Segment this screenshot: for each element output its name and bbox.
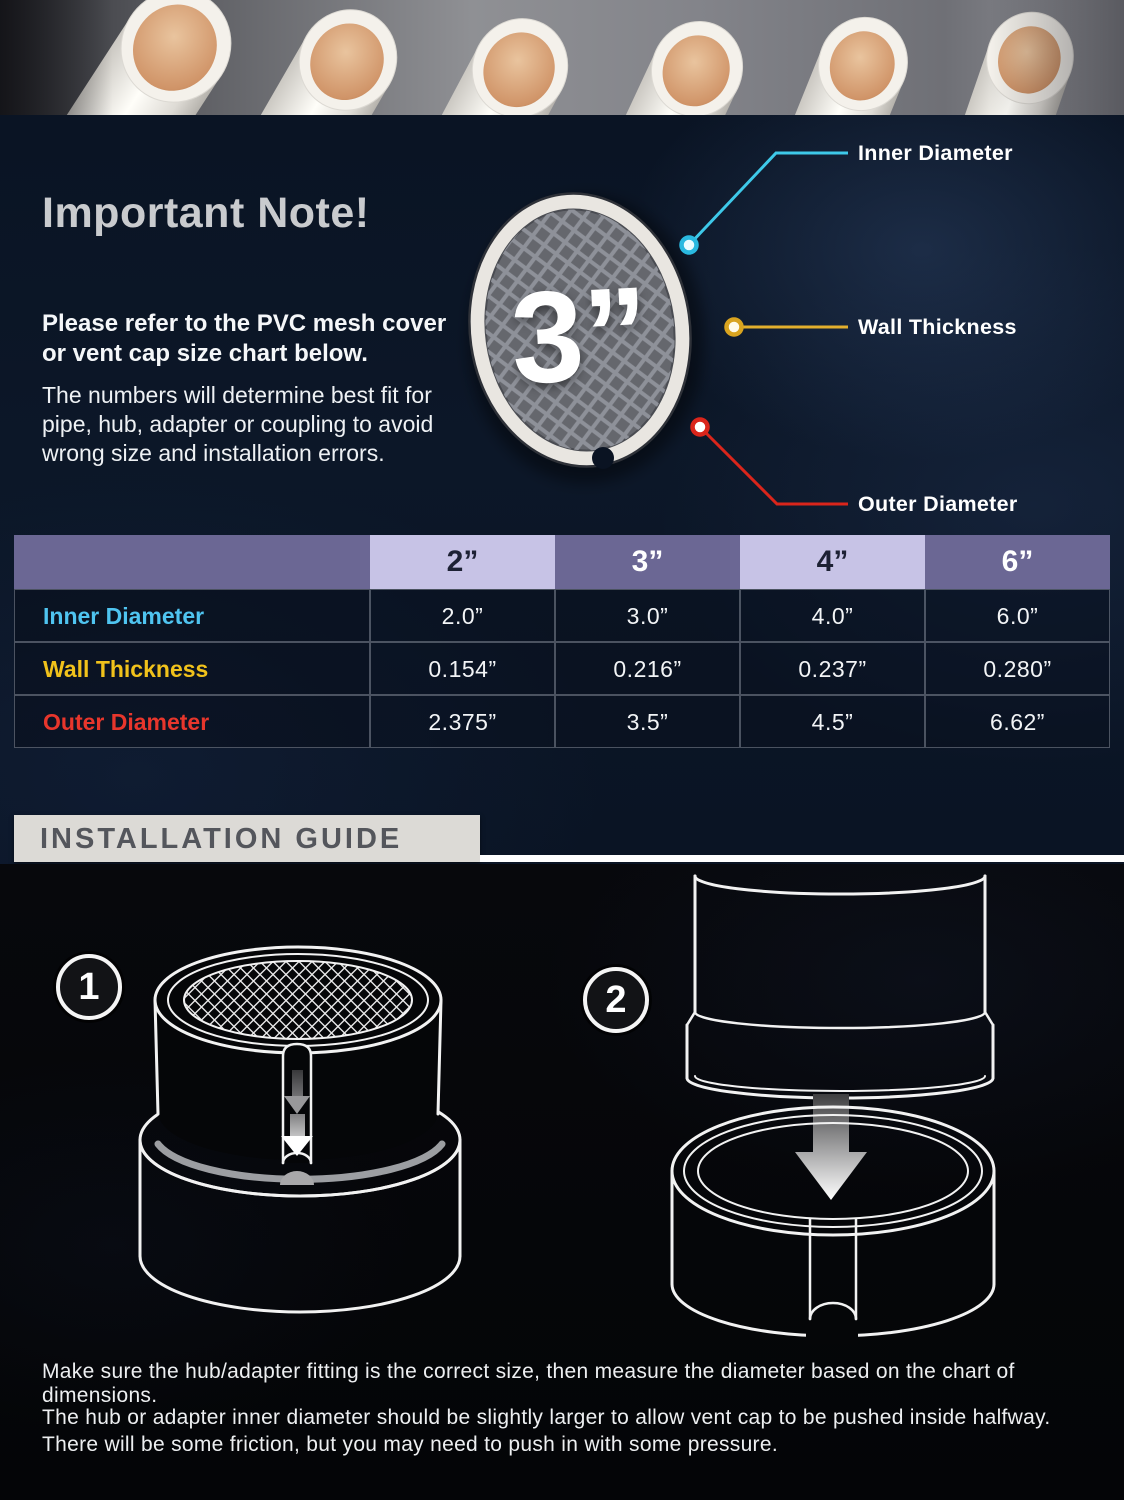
step2-notch	[808, 1301, 858, 1321]
table-corner-cell	[14, 535, 370, 589]
outer-diameter-2in: 2.375”	[370, 695, 555, 748]
note-p2-line3: wrong size and installation errors.	[42, 440, 385, 466]
mesh-cap-face	[468, 192, 692, 468]
wall-thickness-4in: 0.237”	[740, 642, 925, 695]
outer-diameter-callout-dot	[690, 417, 710, 437]
table-header-6in: 6”	[925, 535, 1110, 589]
installation-section: 1 2 Make sure the hub/adapter fitting is…	[0, 864, 1124, 1500]
installation-guide-heading: INSTALLATION GUIDE	[40, 823, 403, 855]
inner-diameter-6in: 6.0”	[925, 589, 1110, 642]
wall-thickness-callout-dot	[724, 317, 744, 337]
important-note-heading: Important Note!	[42, 189, 370, 237]
inner-diameter-label: Inner Diameter	[858, 141, 1013, 165]
inner-diameter-4in: 4.0”	[740, 589, 925, 642]
note-p1-line2: or vent cap size chart below.	[42, 340, 368, 367]
outer-diameter-4in: 4.5”	[740, 695, 925, 748]
outer-diameter-label: Outer Diameter	[858, 492, 1018, 516]
inner-diameter-3in: 3.0”	[555, 589, 740, 642]
cap-bottom-notch	[592, 447, 614, 469]
wall-thickness-label: Wall Thickness	[858, 315, 1017, 339]
inner-diameter-2in: 2.0”	[370, 589, 555, 642]
row-label-inner-diameter: Inner Diameter	[14, 589, 370, 642]
banner-underline	[480, 855, 1124, 862]
table-header-4in: 4”	[740, 535, 925, 589]
note-paragraph-bold: Please refer to the PVC mesh cover or ven…	[42, 309, 446, 369]
installation-note-2: The hub or adapter inner diameter should…	[42, 1404, 1051, 1458]
installation-steps-illustration	[138, 874, 996, 1344]
installation-note-2-line2: There will be some friction, but you may…	[42, 1433, 778, 1456]
outer-diameter-6in: 6.62”	[925, 695, 1110, 748]
step1-illustration	[138, 945, 462, 1314]
size-chart-table: 2” 3” 4” 6” Inner Diameter 2.0” 3.0” 4.0…	[14, 535, 1110, 748]
step1-notch-bump	[280, 1171, 314, 1185]
step1-mesh	[183, 960, 413, 1040]
outer-diameter-3in: 3.5”	[555, 695, 740, 748]
installation-note-1: Make sure the hub/adapter fitting is the…	[42, 1360, 1015, 1407]
row-label-wall-thickness: Wall Thickness	[14, 642, 370, 695]
step1-arrow-gray	[284, 1070, 310, 1114]
table-header-2in: 2”	[370, 535, 555, 589]
wall-thickness-2in: 0.154”	[370, 642, 555, 695]
note-p1-line1: Please refer to the PVC mesh cover	[42, 310, 447, 337]
pipes-photo-strip	[0, 0, 1124, 115]
table-header-3in: 3”	[555, 535, 740, 589]
row-label-outer-diameter: Outer Diameter	[14, 695, 370, 748]
step2-arrow	[795, 1094, 867, 1200]
cap-mesh-lattice	[485, 209, 675, 451]
wall-thickness-3in: 0.216”	[555, 642, 740, 695]
note-p2-line1: The numbers will determine best fit for	[42, 382, 432, 408]
cap-size-label: 3”	[507, 258, 653, 412]
outer-diameter-callout-line	[698, 425, 848, 506]
pipes-illustration	[0, 0, 1124, 115]
inner-diameter-callout-line	[687, 151, 848, 247]
step-1-badge: 1	[56, 954, 122, 1020]
wall-thickness-6in: 0.280”	[925, 642, 1110, 695]
size-chart-section: Important Note! Please refer to the PVC …	[0, 115, 1124, 864]
pipes-vignette	[0, 0, 1124, 115]
note-p2-line2: pipe, hub, adapter or coupling to avoid	[42, 411, 434, 437]
inner-diameter-callout-dot	[679, 235, 699, 255]
mesh-cap-diagram	[468, 151, 848, 506]
step2-illustration	[670, 874, 996, 1344]
step1-arrow-white	[281, 1114, 313, 1156]
step-2-badge: 2	[583, 967, 649, 1033]
note-paragraph-regular: The numbers will determine best fit for p…	[42, 381, 433, 468]
installation-guide-banner: INSTALLATION GUIDE	[14, 815, 480, 862]
installation-note-2-line1: The hub or adapter inner diameter should…	[42, 1406, 1051, 1429]
